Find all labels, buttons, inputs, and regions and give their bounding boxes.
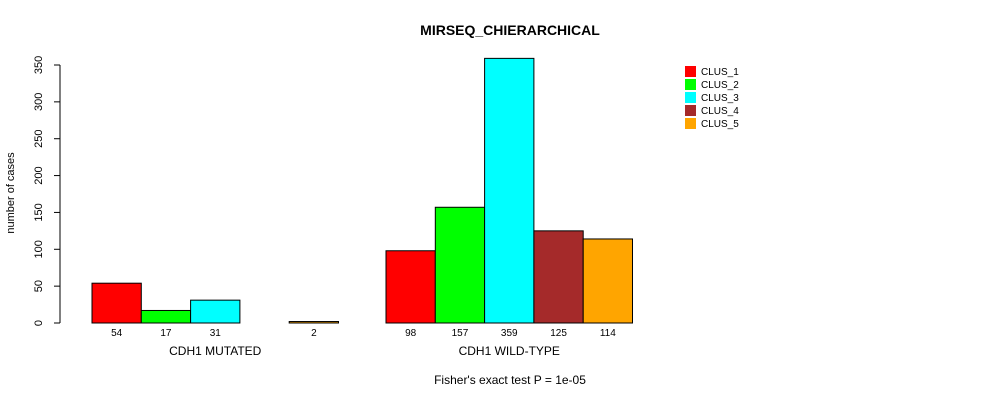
- bar-cdh1-wild-type-clus-2: [434, 206, 486, 324]
- legend-label: CLUS_5: [701, 119, 739, 130]
- group-label: CDH1 MUTATED: [169, 344, 262, 358]
- bar-value-label: 359: [501, 328, 518, 339]
- legend: CLUS_1 CLUS_2 CLUS_3 CLUS_4 CLUS_5: [685, 66, 739, 130]
- bar-value-label: 157: [452, 328, 469, 339]
- legend-swatch-clus-2: [685, 79, 696, 90]
- bar-cdh1-wild-type-clus-4: [533, 230, 584, 324]
- bars: [91, 57, 634, 324]
- bar-cdh1-mutated-clus-3: [190, 299, 241, 324]
- bar-cdh1-mutated-clus-1: [91, 282, 142, 324]
- y-tick-label: 300: [33, 93, 45, 111]
- legend-swatch-clus-4: [685, 105, 696, 116]
- y-tick-label: 150: [33, 203, 45, 221]
- bar-cdh1-mutated-clus-5: [288, 321, 340, 324]
- legend-label: CLUS_2: [701, 80, 739, 91]
- legend-label: CLUS_3: [701, 93, 739, 104]
- bar-value-label: 31: [210, 328, 222, 339]
- bar-value-label: 54: [111, 328, 123, 339]
- legend-swatch-clus-3: [685, 92, 696, 103]
- legend-label: CLUS_4: [701, 106, 739, 117]
- bar-value-label: 17: [160, 328, 172, 339]
- value-labels: 54 17 31 2 98 157 359 125 114: [111, 328, 616, 339]
- bar-cdh1-wild-type-clus-1: [385, 250, 436, 324]
- legend-swatch-clus-1: [685, 66, 696, 77]
- bar-value-label: 2: [311, 328, 317, 339]
- legend-swatch-clus-5: [685, 118, 696, 129]
- group-label: CDH1 WILD-TYPE: [459, 344, 560, 358]
- bar-cdh1-wild-type-clus-3: [484, 57, 535, 324]
- y-tick-label: 50: [33, 280, 45, 292]
- bar-value-label: 125: [550, 328, 567, 339]
- y-tick-label: 250: [33, 130, 45, 148]
- bar-cdh1-mutated-clus-2: [140, 309, 192, 324]
- chart-title: MIRSEQ_CHIERARCHICAL: [420, 22, 600, 38]
- group-labels: CDH1 MUTATED CDH1 WILD-TYPE: [169, 344, 560, 358]
- y-axis-label: number of cases: [5, 152, 17, 234]
- y-tick-label: 200: [33, 166, 45, 184]
- bar-value-label: 98: [405, 328, 417, 339]
- y-axis: 0 50 100 150 200 250 300 350: [33, 56, 61, 326]
- y-tick-label: 0: [33, 320, 45, 326]
- y-tick-label: 350: [33, 56, 45, 74]
- legend-label: CLUS_1: [701, 67, 739, 78]
- y-tick-label: 100: [33, 240, 45, 258]
- bar-cdh1-wild-type-clus-5: [582, 238, 634, 324]
- bar-value-label: 114: [600, 328, 616, 339]
- fisher-test-footnote: Fisher's exact test P = 1e-05: [434, 373, 586, 387]
